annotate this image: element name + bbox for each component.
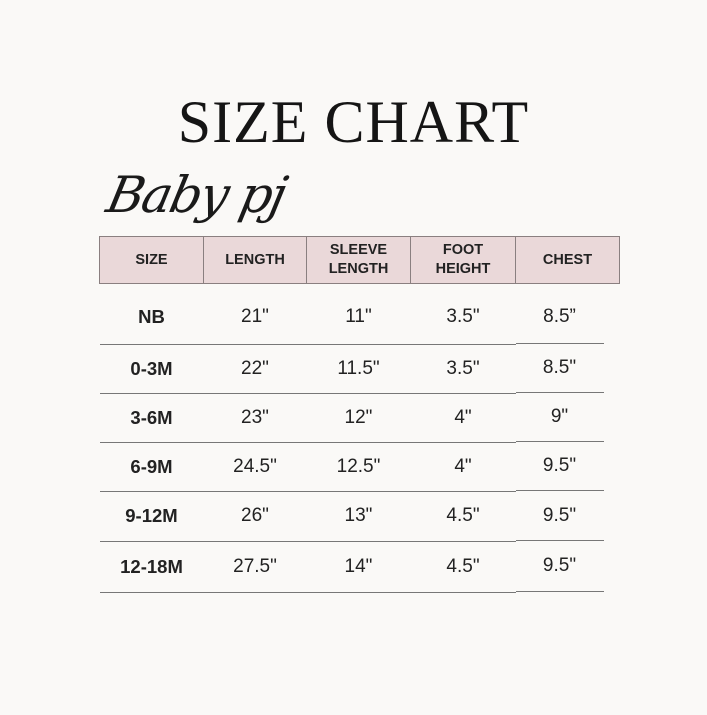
table-row: 0-3M 22" 11.5" 3.5" 8.5" (99, 344, 620, 394)
cell-chest-value: 8.5" (515, 344, 604, 393)
cell-chest-value: 8.5” (515, 290, 604, 344)
cell-foot-height: 4.5" (410, 491, 516, 542)
cell-chest-value: 9.5" (515, 541, 604, 592)
cell-foot-height: 3.5" (410, 283, 516, 345)
cell-size: NB (99, 283, 204, 345)
cell-foot-height: 4" (410, 442, 516, 492)
product-subtitle: Baby pj (101, 166, 291, 224)
cell-chest-value: 9.5" (515, 491, 604, 541)
cell-length: 26" (203, 491, 307, 542)
table-header-row: SIZE LENGTH SLEEVE LENGTH FOOT HEIGHT CH… (99, 236, 620, 284)
cell-sleeve-length: 12" (306, 393, 411, 443)
table-row: 9-12M 26" 13" 4.5" 9.5" (99, 491, 620, 542)
cell-chest: 8.5" (515, 344, 620, 393)
cell-chest: 9.5" (515, 442, 620, 491)
cell-length: 23" (203, 393, 307, 443)
table-row: 3-6M 23" 12" 4" 9" (99, 393, 620, 443)
cell-chest: 9.5" (515, 541, 620, 592)
header-foot-height: FOOT HEIGHT (410, 236, 516, 284)
size-table: SIZE LENGTH SLEEVE LENGTH FOOT HEIGHT CH… (99, 236, 620, 593)
cell-chest: 9.5" (515, 491, 620, 541)
table-row: 12-18M 27.5" 14" 4.5" 9.5" (99, 541, 620, 593)
cell-length: 24.5" (203, 442, 307, 492)
cell-chest-value: 9.5" (515, 442, 604, 491)
cell-sleeve-length: 14" (306, 541, 411, 593)
cell-foot-height: 4.5" (410, 541, 516, 593)
cell-chest-value: 9" (515, 393, 604, 442)
header-sleeve-length-text: SLEEVE LENGTH (328, 242, 389, 277)
cell-sleeve-length: 11" (306, 283, 411, 345)
cell-chest: 9" (515, 393, 620, 442)
cell-length: 21" (203, 283, 307, 345)
cell-sleeve-length: 13" (306, 491, 411, 542)
cell-size: 6-9M (99, 442, 204, 492)
table-row: 6-9M 24.5" 12.5" 4" 9.5" (99, 442, 620, 492)
cell-sleeve-length: 11.5" (306, 344, 411, 394)
cell-length: 22" (203, 344, 307, 394)
header-length: LENGTH (203, 236, 307, 284)
page-title: SIZE CHART (177, 89, 530, 155)
cell-size: 12-18M (99, 541, 204, 593)
cell-size: 0-3M (99, 344, 204, 394)
header-size: SIZE (99, 236, 204, 284)
cell-length: 27.5" (203, 541, 307, 593)
cell-size: 9-12M (99, 491, 204, 542)
header-foot-height-text: FOOT HEIGHT (435, 242, 491, 277)
table-row: NB 21" 11" 3.5" 8.5” (99, 283, 620, 345)
cell-chest: 8.5” (515, 284, 620, 344)
header-sleeve-length: SLEEVE LENGTH (306, 236, 411, 284)
header-chest: CHEST (515, 236, 620, 284)
cell-size: 3-6M (99, 393, 204, 443)
cell-foot-height: 3.5" (410, 344, 516, 394)
cell-sleeve-length: 12.5" (306, 442, 411, 492)
cell-foot-height: 4" (410, 393, 516, 443)
